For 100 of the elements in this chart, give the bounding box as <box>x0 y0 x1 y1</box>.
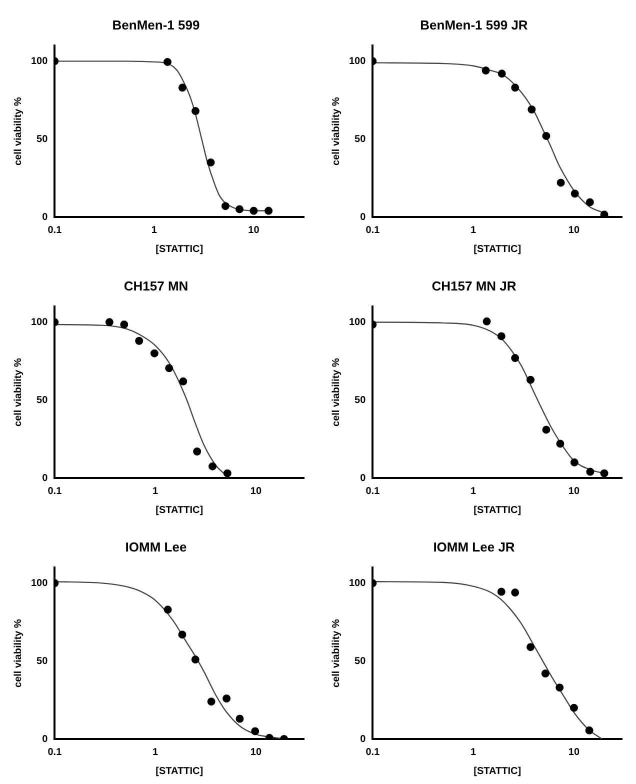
x-axis-title: [STATTIC] <box>474 244 522 255</box>
point <box>600 469 608 478</box>
point <box>570 458 578 466</box>
y-tick-label: 100 <box>348 578 366 589</box>
point <box>206 158 215 166</box>
point <box>120 320 128 329</box>
y-axis-title: cell viability % <box>330 619 342 688</box>
point <box>264 206 273 215</box>
point <box>164 606 172 614</box>
point <box>526 376 535 384</box>
point <box>135 336 144 345</box>
point <box>236 714 244 723</box>
x-tick-label: 1 <box>151 224 158 236</box>
point <box>600 210 608 217</box>
chart-title: CH157 MN <box>124 278 188 294</box>
point <box>570 190 579 198</box>
point <box>528 105 536 114</box>
x-tick-label: 1 <box>470 486 477 497</box>
y-axis-title: cell viability % <box>12 619 24 688</box>
y-tick-label: 100 <box>348 56 366 67</box>
chart-title: CH157 MN JR <box>432 278 517 294</box>
point <box>191 656 200 664</box>
y-tick-label: 100 <box>30 578 48 589</box>
x-tick-label: 1 <box>152 486 159 497</box>
y-tick-label: 50 <box>36 134 48 145</box>
x-axis-title: [STATTIC] <box>156 244 204 255</box>
x-tick-label: 0.1 <box>48 486 62 497</box>
point <box>150 349 158 358</box>
y-tick-label: 0 <box>42 472 48 484</box>
point <box>497 332 506 340</box>
x-tick-label: 0.1 <box>366 486 380 497</box>
x-axis-title: [STATTIC] <box>474 504 522 516</box>
point <box>585 726 594 734</box>
x-tick-label: 1 <box>470 224 477 236</box>
point <box>541 670 550 678</box>
x-tick-label: 10 <box>250 486 262 497</box>
chart-title: IOMM Lee <box>125 539 187 554</box>
chart-title: BenMen-1 599 JR <box>420 17 528 32</box>
point <box>556 684 564 692</box>
point <box>193 448 202 456</box>
point <box>586 198 594 206</box>
point <box>511 354 520 362</box>
point <box>207 698 216 706</box>
point <box>482 66 490 75</box>
x-axis-title: [STATTIC] <box>474 766 522 777</box>
point <box>556 178 565 187</box>
x-tick-label: 0.1 <box>48 746 62 758</box>
point <box>179 377 188 386</box>
y-tick-label: 0 <box>360 212 366 223</box>
y-axis-title: cell viability % <box>12 97 24 166</box>
point <box>497 588 506 596</box>
y-tick-label: 50 <box>354 134 366 145</box>
point <box>250 206 258 215</box>
point <box>105 318 114 326</box>
point <box>236 205 244 214</box>
y-tick-label: 0 <box>42 734 48 745</box>
y-tick-label: 0 <box>42 212 48 223</box>
x-tick-label: 0.1 <box>366 224 380 236</box>
point <box>498 70 506 78</box>
y-axis-title: cell viability % <box>330 97 342 166</box>
y-tick-label: 50 <box>354 394 366 406</box>
point <box>586 468 594 476</box>
chart-title: IOMM Lee JR <box>433 539 516 554</box>
y-tick-label: 0 <box>360 734 366 745</box>
y-tick-label: 50 <box>354 656 366 667</box>
x-axis-title: [STATTIC] <box>156 504 204 516</box>
point <box>526 643 535 652</box>
x-axis-title: [STATTIC] <box>156 766 204 777</box>
y-tick-label: 50 <box>36 394 48 406</box>
y-tick-label: 100 <box>348 316 366 328</box>
x-tick-label: 10 <box>568 746 580 758</box>
y-tick-label: 100 <box>30 56 48 67</box>
point <box>221 202 230 210</box>
point <box>165 364 174 372</box>
point <box>223 469 232 478</box>
x-tick-label: 1 <box>152 746 159 758</box>
x-tick-label: 10 <box>248 224 260 236</box>
point <box>192 107 200 116</box>
x-tick-label: 1 <box>470 746 477 758</box>
point <box>542 426 550 434</box>
point <box>208 462 217 470</box>
point <box>511 84 520 92</box>
point <box>163 58 172 66</box>
point <box>556 440 564 448</box>
point <box>251 727 260 736</box>
point <box>570 704 578 712</box>
point <box>178 84 186 92</box>
x-tick-label: 0.1 <box>48 224 62 236</box>
x-tick-label: 10 <box>568 486 580 497</box>
x-tick-label: 10 <box>568 224 580 236</box>
y-tick-label: 100 <box>30 316 48 328</box>
y-axis-title: cell viability % <box>12 358 24 426</box>
y-axis-title: cell viability % <box>330 358 342 426</box>
point <box>178 630 186 639</box>
point <box>511 588 520 597</box>
point <box>542 132 550 140</box>
point <box>482 317 491 326</box>
x-tick-label: 0.1 <box>366 746 380 758</box>
point <box>222 694 231 702</box>
x-tick-label: 10 <box>250 746 262 758</box>
